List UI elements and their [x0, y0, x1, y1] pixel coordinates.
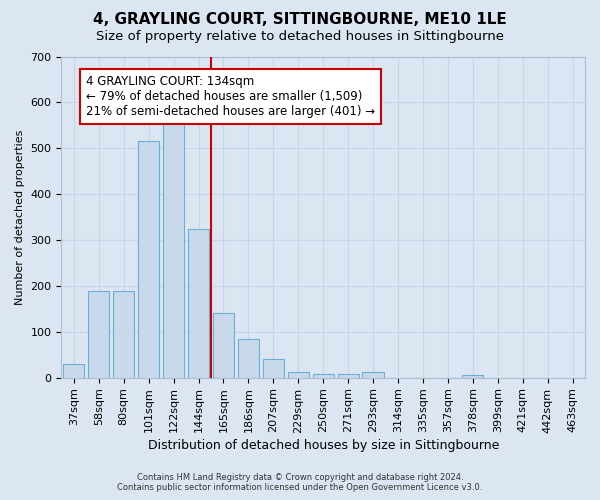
- Bar: [113, 290, 134, 378]
- Bar: [338, 374, 359, 378]
- Bar: [462, 376, 484, 378]
- Text: 4 GRAYLING COURT: 134sqm
← 79% of detached houses are smaller (1,509)
21% of sem: 4 GRAYLING COURT: 134sqm ← 79% of detach…: [86, 75, 376, 118]
- Y-axis label: Number of detached properties: Number of detached properties: [15, 130, 25, 305]
- Bar: [263, 360, 284, 378]
- Bar: [287, 372, 309, 378]
- Bar: [213, 314, 234, 378]
- Text: Contains HM Land Registry data © Crown copyright and database right 2024.
Contai: Contains HM Land Registry data © Crown c…: [118, 472, 482, 492]
- Text: Size of property relative to detached houses in Sittingbourne: Size of property relative to detached ho…: [96, 30, 504, 43]
- Bar: [138, 142, 159, 378]
- Text: 4, GRAYLING COURT, SITTINGBOURNE, ME10 1LE: 4, GRAYLING COURT, SITTINGBOURNE, ME10 1…: [93, 12, 507, 28]
- Bar: [163, 118, 184, 378]
- Bar: [238, 338, 259, 378]
- Bar: [188, 228, 209, 378]
- Bar: [63, 364, 85, 378]
- Bar: [88, 290, 109, 378]
- X-axis label: Distribution of detached houses by size in Sittingbourne: Distribution of detached houses by size …: [148, 440, 499, 452]
- Bar: [313, 374, 334, 378]
- Bar: [362, 372, 383, 378]
